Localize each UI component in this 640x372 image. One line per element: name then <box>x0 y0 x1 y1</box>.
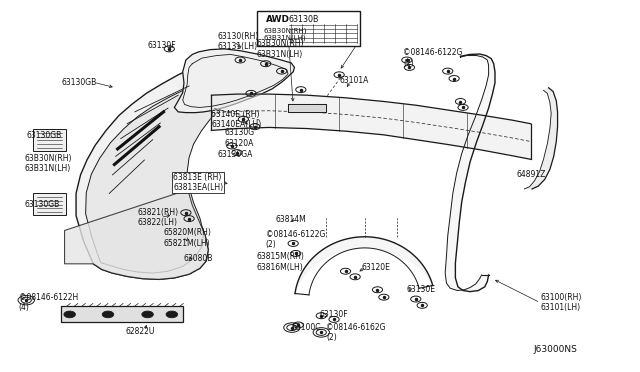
Text: 63130F: 63130F <box>320 311 349 320</box>
Text: AWD: AWD <box>266 15 290 24</box>
Text: 63130G
63120A: 63130G 63120A <box>224 128 254 148</box>
Text: 63101A: 63101A <box>339 76 369 85</box>
Text: 63B30N(RH)
63B31N(LH): 63B30N(RH) 63B31N(LH) <box>25 154 72 173</box>
Text: 63080B: 63080B <box>184 254 213 263</box>
Text: 64891Z: 64891Z <box>516 170 546 179</box>
Text: 63100(RH)
63101(LH): 63100(RH) 63101(LH) <box>540 293 582 312</box>
Text: 63B30N(RH)
63B31N(LH): 63B30N(RH) 63B31N(LH) <box>264 27 307 41</box>
Polygon shape <box>524 88 557 189</box>
Text: 63130GB: 63130GB <box>26 131 61 141</box>
Text: 63130F: 63130F <box>148 41 176 50</box>
Text: J63000NS: J63000NS <box>534 344 578 353</box>
Text: 63130GA: 63130GA <box>218 150 253 159</box>
Polygon shape <box>86 81 236 273</box>
Circle shape <box>166 311 177 318</box>
Polygon shape <box>445 54 495 292</box>
Polygon shape <box>211 94 531 159</box>
Text: 62822U: 62822U <box>125 327 155 336</box>
FancyBboxPatch shape <box>33 193 67 215</box>
Text: ©08146-6122H
(4): ©08146-6122H (4) <box>19 293 78 312</box>
Text: 65820M(RH)
65821M(LH): 65820M(RH) 65821M(LH) <box>164 228 211 248</box>
Text: 63813E (RH)
63813EA(LH): 63813E (RH) 63813EA(LH) <box>173 173 223 192</box>
FancyBboxPatch shape <box>33 129 67 151</box>
Text: 63130GB: 63130GB <box>61 78 97 87</box>
Polygon shape <box>288 105 326 112</box>
Text: 63B30N(RH)
63B31N(LH): 63B30N(RH) 63B31N(LH) <box>256 39 303 58</box>
Text: 63130E: 63130E <box>406 285 435 294</box>
Circle shape <box>142 311 154 318</box>
Text: 63815M(RH)
63816M(LH): 63815M(RH) 63816M(LH) <box>256 252 304 272</box>
Polygon shape <box>65 190 208 279</box>
Polygon shape <box>174 49 294 113</box>
Text: 63821(RH)
63822(LH): 63821(RH) 63822(LH) <box>138 208 179 227</box>
Text: 63130GB: 63130GB <box>25 200 60 209</box>
FancyBboxPatch shape <box>257 11 360 46</box>
Text: 63814M: 63814M <box>275 215 306 224</box>
Text: ©08146-6122G
(2): ©08146-6122G (2) <box>403 48 462 68</box>
Text: ©08146-6162G
(2): ©08146-6162G (2) <box>326 323 386 342</box>
Text: 63100C: 63100C <box>291 323 321 332</box>
Circle shape <box>64 311 76 318</box>
FancyBboxPatch shape <box>61 307 182 323</box>
Text: ©08146-6122G
(2): ©08146-6122G (2) <box>266 230 325 250</box>
Circle shape <box>102 311 114 318</box>
Text: 63130B: 63130B <box>288 15 319 24</box>
Polygon shape <box>76 59 246 279</box>
Text: 63120E: 63120E <box>362 263 390 272</box>
Text: 63130(RH)
63131(LH): 63130(RH) 63131(LH) <box>218 32 259 51</box>
Text: 63140E (RH)
63140EA(LH): 63140E (RH) 63140EA(LH) <box>211 110 262 129</box>
